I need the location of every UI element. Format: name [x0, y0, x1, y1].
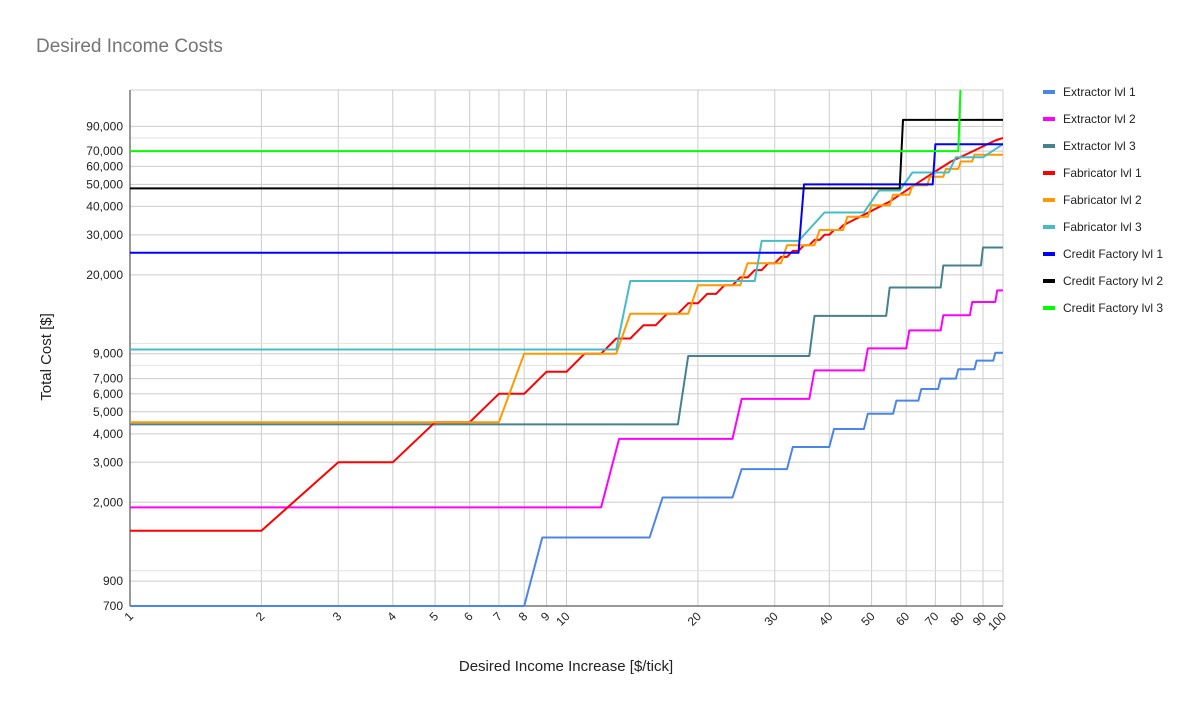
- y-tick-label: 90,000: [86, 119, 123, 133]
- x-tick-label: 30: [762, 609, 782, 629]
- x-tick-label: 7: [490, 609, 505, 624]
- x-tick-label: 20: [685, 609, 705, 629]
- y-tick-label: 900: [103, 574, 123, 588]
- y-tick-label: 7,000: [93, 372, 123, 386]
- y-tick-label: 3,000: [93, 455, 123, 469]
- series-line-credit-factory-lvl-2: [130, 118, 1003, 190]
- y-tick-label: 60,000: [86, 159, 123, 173]
- legend-label-credit-factory-lvl-1: Credit Factory lvl 1: [1063, 247, 1163, 261]
- x-tick-label: 80: [947, 609, 967, 629]
- series-line-credit-factory-lvl-3: [130, 90, 962, 153]
- x-tick-label: 60: [893, 609, 913, 629]
- y-tick-label: 30,000: [86, 228, 123, 242]
- legend-label-extractor-lvl-3: Extractor lvl 3: [1063, 139, 1136, 153]
- x-tick-label: 4: [384, 609, 399, 624]
- y-tick-label: 9,000: [93, 347, 123, 361]
- x-tick-label: 40: [816, 609, 836, 629]
- legend-label-fabricator-lvl-3: Fabricator lvl 3: [1063, 220, 1142, 234]
- x-tick-label: 1: [121, 609, 136, 624]
- x-tick-label: 8: [516, 609, 531, 624]
- x-tick-label: 6: [461, 609, 476, 624]
- y-tick-label: 4,000: [93, 427, 123, 441]
- y-tick-label: 2,000: [93, 495, 123, 509]
- chart-title: Desired Income Costs: [36, 36, 223, 57]
- legend-label-extractor-lvl-2: Extractor lvl 2: [1063, 112, 1136, 126]
- x-tick-label: 50: [858, 609, 878, 629]
- y-tick-label: 700: [103, 599, 123, 613]
- y-tick-label: 6,000: [93, 387, 123, 401]
- x-tick-label: 100: [985, 609, 1009, 633]
- y-tick-label: 70,000: [86, 144, 123, 158]
- legend-label-fabricator-lvl-2: Fabricator lvl 2: [1063, 193, 1142, 207]
- legend-label-fabricator-lvl-1: Fabricator lvl 1: [1063, 166, 1142, 180]
- x-tick-label: 5: [427, 609, 442, 624]
- x-tick-label: 70: [922, 609, 942, 629]
- series-line-extractor-lvl-3: [130, 246, 1003, 426]
- x-axis-title: Desired Income Increase [$/tick]: [459, 658, 673, 675]
- series-line-extractor-lvl-1: [130, 351, 1003, 607]
- x-tick-label: 2: [253, 609, 268, 624]
- x-tick-label: 3: [330, 609, 345, 624]
- series-line-fabricator-lvl-2: [130, 153, 1003, 424]
- y-axis-title: Total Cost [$]: [38, 313, 55, 401]
- y-tick-label: 40,000: [86, 199, 123, 213]
- series-line-extractor-lvl-2: [130, 289, 1003, 509]
- series-line-credit-factory-lvl-1: [130, 143, 1003, 254]
- y-tick-label: 20,000: [86, 268, 123, 282]
- x-tick-label: 9: [538, 609, 553, 624]
- legend: Extractor lvl 1 Extractor lvl 2 Extractor …: [1043, 85, 1163, 315]
- x-tick-label: 10: [553, 609, 573, 629]
- legend-label-extractor-lvl-1: Extractor lvl 1: [1063, 85, 1136, 99]
- plot-series: [130, 90, 1003, 607]
- y-tick-label: 5,000: [93, 405, 123, 419]
- y-tick-label: 50,000: [86, 177, 123, 191]
- legend-label-credit-factory-lvl-2: Credit Factory lvl 2: [1063, 274, 1163, 288]
- series-line-fabricator-lvl-3: [130, 143, 1003, 351]
- legend-label-credit-factory-lvl-3: Credit Factory lvl 3: [1063, 301, 1163, 315]
